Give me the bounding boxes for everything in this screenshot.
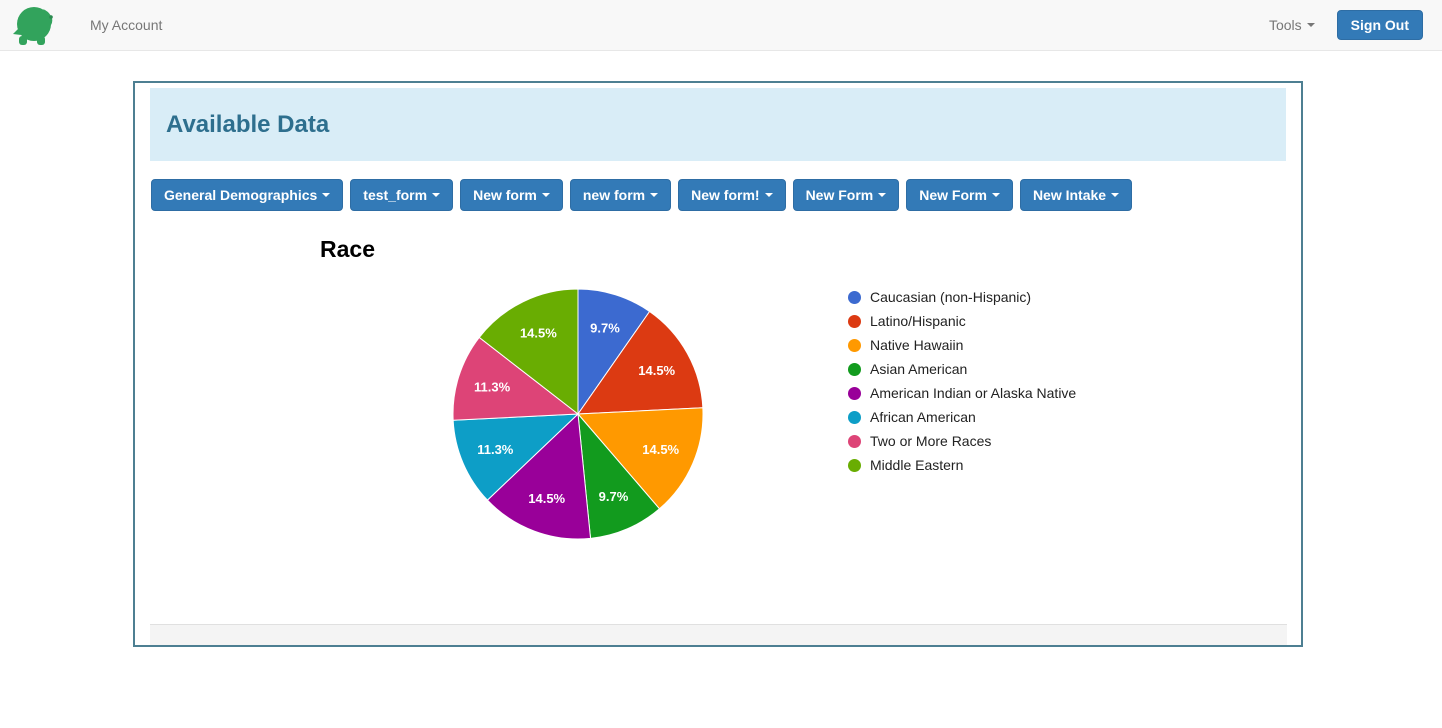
form-dropdown-label: General Demographics xyxy=(164,187,318,203)
form-dropdown-button[interactable]: New Intake xyxy=(1019,179,1133,211)
dropdown-caret-icon xyxy=(764,193,773,197)
pie-slice-label: 9.7% xyxy=(599,489,629,504)
pie-chart: 9.7% 14.5% 14.5% 9.7% 14.5% 11.3% 11.3% 14.5% xyxy=(452,288,704,540)
form-dropdown-label: New Form xyxy=(805,187,874,203)
dropdown-caret-icon xyxy=(878,193,887,197)
form-dropdown-label: new form xyxy=(582,187,646,203)
legend-label: African American xyxy=(870,409,976,425)
dropdown-caret-icon xyxy=(1111,193,1120,197)
dropdown-caret-icon xyxy=(322,193,331,197)
pie-slice[interactable] xyxy=(577,288,651,416)
legend-item[interactable]: Asian American xyxy=(848,357,1076,381)
form-dropdown-button[interactable]: New Form xyxy=(792,179,900,211)
legend-label: Latino/Hispanic xyxy=(870,313,966,329)
pie-slice-label: 14.5% xyxy=(638,363,675,378)
chevron-down-icon xyxy=(1306,23,1315,27)
legend-item[interactable]: Latino/Hispanic xyxy=(848,309,1076,333)
form-dropdown-label: New Intake xyxy=(1032,187,1107,203)
form-dropdown-button[interactable]: General Demographics xyxy=(151,179,344,211)
pie-slice-label: 14.5% xyxy=(642,442,679,457)
pie-slice[interactable] xyxy=(486,412,592,540)
pie-slice[interactable] xyxy=(577,310,704,415)
legend-item[interactable]: Two or More Races xyxy=(848,429,1076,453)
legend-label: American Indian or Alaska Native xyxy=(870,385,1077,401)
legend-item[interactable]: Middle Eastern xyxy=(848,453,1076,477)
chart-legend: Caucasian (non-Hispanic) Latino/Hispanic N… xyxy=(848,285,1076,477)
chart-title: Race xyxy=(320,236,375,262)
legend-swatch-icon xyxy=(848,434,861,448)
legend-label: Two or More Races xyxy=(870,433,992,449)
legend-swatch-icon xyxy=(848,458,861,472)
pie-slice-label: 11.3% xyxy=(474,380,511,395)
legend-label: Asian American xyxy=(870,361,968,377)
panel-footer xyxy=(150,624,1287,645)
legend-label: Caucasian (non-Hispanic) xyxy=(870,289,1032,305)
sign-out-button[interactable]: Sign Out xyxy=(1336,10,1423,40)
panel-heading: Available Data xyxy=(150,88,1286,161)
form-dropdown-button[interactable]: New form! xyxy=(678,179,786,211)
dropdown-caret-icon xyxy=(541,193,550,197)
form-dropdown-button[interactable]: New Form xyxy=(906,179,1013,211)
pie-slice-label: 14.5% xyxy=(520,326,557,341)
legend-swatch-icon xyxy=(848,386,861,400)
pie-slice[interactable] xyxy=(576,407,704,510)
tools-menu-label: Tools xyxy=(1268,17,1302,33)
legend-item[interactable]: Caucasian (non-Hispanic) xyxy=(848,285,1076,309)
form-dropdown-button[interactable]: New form xyxy=(460,179,563,211)
legend-swatch-icon xyxy=(848,338,861,352)
chart-area: Race 9.7% 14.5% 14.5% 9.7% 14.5% 11.3% 11.3% 14… xyxy=(135,211,1301,611)
my-account-link[interactable]: My Account xyxy=(90,17,163,33)
pie-slice-label: 9.7% xyxy=(590,321,620,336)
dropdown-caret-icon xyxy=(991,193,1000,197)
legend-swatch-icon xyxy=(848,362,861,376)
top-navbar: My Account Tools Sign Out xyxy=(0,0,1442,51)
form-dropdown-label: New Form xyxy=(919,187,987,203)
form-dropdown-label: test_form xyxy=(363,187,428,203)
navbar-right-group: Tools Sign Out xyxy=(1269,0,1423,50)
pie-slice[interactable] xyxy=(452,336,580,421)
dropdown-caret-icon xyxy=(650,193,659,197)
tools-menu[interactable]: Tools xyxy=(1269,17,1315,33)
legend-swatch-icon xyxy=(848,410,861,424)
panel-title: Available Data xyxy=(166,110,330,138)
legend-label: Middle Eastern xyxy=(870,457,964,473)
legend-item[interactable]: Native Hawaiin xyxy=(848,333,1076,357)
pie-slice[interactable] xyxy=(452,413,580,501)
dropdown-caret-icon xyxy=(432,193,441,197)
pie-slice-label: 14.5% xyxy=(528,491,565,506)
legend-swatch-icon xyxy=(848,290,861,304)
pie-slice[interactable] xyxy=(478,288,579,416)
legend-label: Native Hawaiin xyxy=(870,337,964,353)
legend-swatch-icon xyxy=(848,314,861,328)
form-dropdown-label: New form! xyxy=(691,187,760,203)
pie-slice-label: 11.3% xyxy=(477,442,514,457)
legend-item[interactable]: American Indian or Alaska Native xyxy=(848,381,1076,405)
form-dropdown-label: New form xyxy=(473,187,537,203)
turtle-logo-icon[interactable] xyxy=(13,4,61,47)
form-buttons-row: General Demographics test_form New form new… xyxy=(151,179,1301,211)
form-dropdown-button[interactable]: new form xyxy=(569,179,672,211)
available-data-panel: Available Data General Demographics test_… xyxy=(133,81,1303,647)
legend-item[interactable]: African American xyxy=(848,405,1076,429)
form-dropdown-button[interactable]: test_form xyxy=(350,179,454,211)
pie-slice[interactable] xyxy=(577,412,661,539)
